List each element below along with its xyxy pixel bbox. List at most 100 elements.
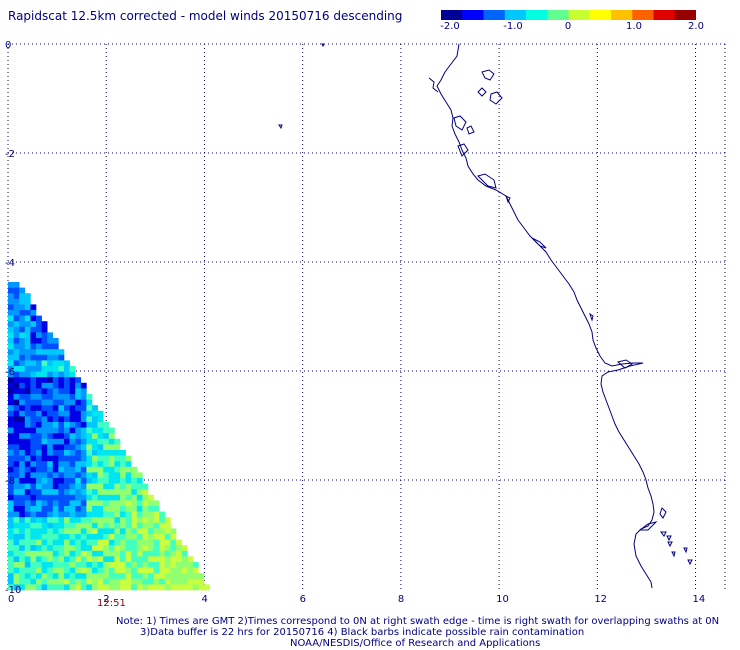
wind-cell — [75, 506, 82, 512]
wind-cell — [86, 461, 93, 468]
wind-cell — [41, 578, 48, 585]
wind-cell — [69, 494, 76, 501]
wind-cell — [19, 461, 26, 468]
wind-cell — [13, 332, 20, 339]
wind-cell — [120, 528, 126, 535]
wind-cell — [19, 522, 26, 529]
wind-cell — [131, 472, 138, 479]
wind-cell — [13, 511, 20, 518]
wind-cell — [36, 427, 42, 434]
wind-cell — [36, 550, 42, 557]
wind-cell — [125, 455, 132, 462]
colorbar-segment — [547, 10, 570, 20]
wind-cell — [86, 584, 93, 591]
wind-cell — [120, 556, 126, 563]
wind-cell — [170, 528, 177, 535]
wind-cell — [142, 522, 149, 529]
wind-cell — [58, 461, 65, 468]
wind-cell — [103, 455, 110, 462]
wind-cell — [69, 578, 76, 585]
wind-cell — [58, 522, 65, 529]
wind-cell — [136, 517, 143, 524]
wind-cell — [19, 567, 26, 574]
wind-cell — [131, 466, 138, 473]
wind-cell — [58, 366, 65, 372]
wind-cell — [47, 556, 54, 563]
map-title: Rapidscat 12.5km corrected - model winds… — [8, 9, 403, 23]
wind-cell — [103, 573, 110, 580]
wind-cell — [36, 388, 42, 395]
wind-cell — [24, 528, 31, 535]
x-tick-label: 10 — [496, 594, 509, 605]
wind-cell — [52, 433, 59, 440]
wind-cell — [187, 578, 194, 585]
wind-cell — [13, 562, 20, 568]
wind-cell — [19, 545, 26, 552]
wind-cell — [153, 562, 160, 568]
wind-cell — [120, 550, 126, 557]
wind-cell — [108, 427, 115, 434]
wind-cell — [58, 416, 65, 423]
wind-cell — [41, 584, 48, 591]
wind-cell — [24, 343, 31, 350]
wind-cell — [114, 489, 121, 496]
wind-cell — [136, 500, 143, 507]
wind-cell — [19, 444, 26, 451]
wind-cell — [80, 405, 87, 412]
wind-cell — [52, 438, 59, 445]
wind-cell — [8, 298, 14, 305]
wind-cell — [36, 338, 42, 344]
wind-cell — [192, 584, 199, 591]
wind-cell — [64, 578, 70, 585]
wind-cell — [52, 338, 59, 344]
colorbar-segment — [504, 10, 527, 20]
wind-cell — [58, 405, 65, 412]
wind-cell — [52, 506, 59, 512]
wind-cell — [64, 511, 70, 518]
wind-cell — [41, 433, 48, 440]
wind-cell — [86, 494, 93, 501]
wind-cell — [64, 433, 70, 440]
wind-cell — [80, 461, 87, 468]
wind-cell — [41, 506, 48, 512]
wind-cell — [47, 354, 54, 361]
wind-cell — [41, 550, 48, 557]
wind-cell — [19, 394, 26, 400]
wind-cell — [75, 455, 82, 462]
wind-cell — [41, 472, 48, 479]
wind-cell — [75, 450, 82, 456]
wind-cell — [13, 584, 20, 591]
wind-cell — [136, 534, 143, 540]
wind-cell — [86, 539, 93, 546]
wind-cell — [30, 539, 37, 546]
colorbar-segment — [526, 10, 548, 20]
wind-cell — [125, 556, 132, 563]
wind-cell — [114, 483, 121, 490]
wind-cell — [19, 556, 26, 563]
wind-cell — [103, 522, 110, 529]
wind-cell — [24, 360, 31, 367]
wind-cell — [131, 573, 138, 580]
wind-cell — [41, 494, 48, 501]
wind-cell — [176, 550, 182, 557]
wind-cell — [142, 567, 149, 574]
wind-cell — [52, 455, 59, 462]
wind-cell — [69, 450, 76, 456]
wind-cell — [114, 506, 121, 512]
wind-cell — [47, 573, 54, 580]
wind-cell — [159, 550, 166, 557]
wind-cell — [52, 556, 59, 563]
wind-cell — [30, 349, 37, 356]
wind-cell — [8, 377, 14, 384]
wind-cell — [41, 321, 48, 328]
wind-cell — [13, 366, 20, 372]
wind-cell — [13, 578, 20, 585]
wind-cell — [41, 410, 48, 417]
wind-cell — [69, 483, 76, 490]
wind-cell — [159, 584, 166, 591]
wind-cell — [125, 511, 132, 518]
wind-cell — [176, 545, 182, 552]
wind-cell — [114, 528, 121, 535]
wind-cell — [97, 578, 104, 585]
wind-cell — [8, 511, 14, 518]
